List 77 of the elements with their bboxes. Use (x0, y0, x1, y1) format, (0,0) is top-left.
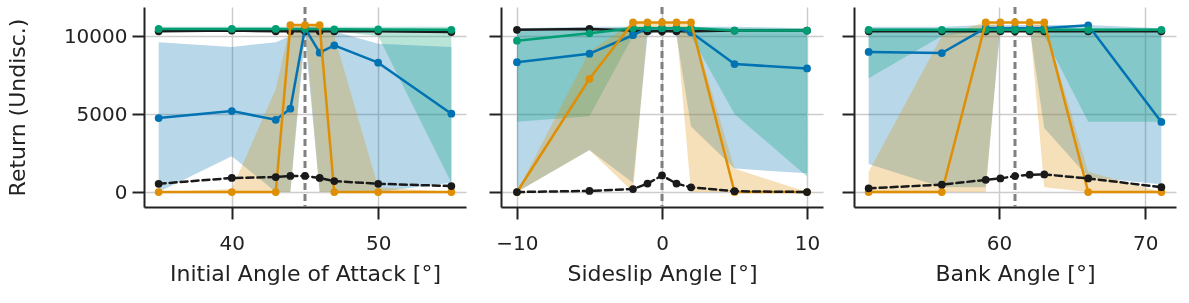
point (937, 188, 946, 196)
point (315, 21, 324, 29)
x-tick-label: 60 (986, 230, 1013, 255)
point (1040, 18, 1049, 27)
point (996, 18, 1005, 27)
point (1025, 170, 1034, 179)
point (643, 179, 652, 188)
point (271, 188, 280, 196)
point (227, 107, 236, 115)
point (513, 25, 521, 34)
point (981, 18, 990, 27)
point (585, 29, 594, 38)
point (330, 188, 339, 196)
x-tick-label: 50 (365, 230, 392, 255)
point (154, 179, 163, 188)
point (585, 49, 594, 58)
point (301, 21, 309, 29)
point (154, 188, 163, 196)
point (374, 188, 383, 196)
point (1040, 170, 1049, 179)
point (447, 182, 456, 190)
y-tick-label: 10000 (63, 23, 128, 48)
point (629, 31, 637, 40)
point (1084, 174, 1093, 183)
point (981, 175, 990, 184)
point (286, 172, 295, 180)
point (271, 173, 280, 181)
point (629, 185, 637, 193)
point (687, 18, 695, 27)
point (803, 64, 811, 73)
point (585, 74, 594, 83)
point (1084, 188, 1093, 196)
x-tick-label: 70 (1133, 230, 1159, 255)
y-tick-label: 5000 (76, 101, 128, 126)
x-tick-label: 10 (794, 230, 821, 255)
x-tick-label: −10 (496, 230, 539, 255)
point (330, 177, 339, 185)
point (672, 18, 681, 27)
x-axis-title: Bank Angle [°] (935, 260, 1096, 286)
y-tick-label: 0 (114, 179, 128, 204)
point (286, 21, 295, 29)
point (513, 58, 521, 67)
point (447, 109, 456, 118)
point (864, 48, 873, 56)
point (330, 41, 339, 50)
point (1011, 172, 1019, 180)
point (286, 104, 295, 113)
point (996, 174, 1005, 183)
point (271, 115, 280, 124)
point (374, 58, 383, 67)
point (672, 179, 681, 188)
point (227, 188, 236, 196)
point (513, 36, 521, 45)
point (227, 174, 236, 182)
point (937, 49, 946, 57)
point (658, 18, 666, 27)
point (1157, 183, 1166, 192)
x-axis-title: Initial Angle of Attack [°] (169, 260, 442, 286)
point (1011, 18, 1019, 27)
y-axis-title: Return (Undisc.) (4, 18, 30, 197)
point (301, 172, 309, 180)
point (629, 18, 637, 27)
point (643, 18, 652, 27)
point (864, 184, 873, 193)
point (730, 60, 739, 68)
x-tick-label: 40 (219, 230, 246, 255)
point (374, 179, 383, 188)
x-axis-title: Sideslip Angle [°] (567, 260, 758, 286)
point (1157, 118, 1166, 126)
x-tick-label: 0 (656, 230, 669, 255)
point (315, 174, 324, 182)
point (154, 114, 163, 122)
point (937, 180, 946, 189)
point (687, 183, 695, 192)
point (658, 171, 666, 180)
point (1025, 18, 1034, 27)
point (585, 187, 594, 195)
